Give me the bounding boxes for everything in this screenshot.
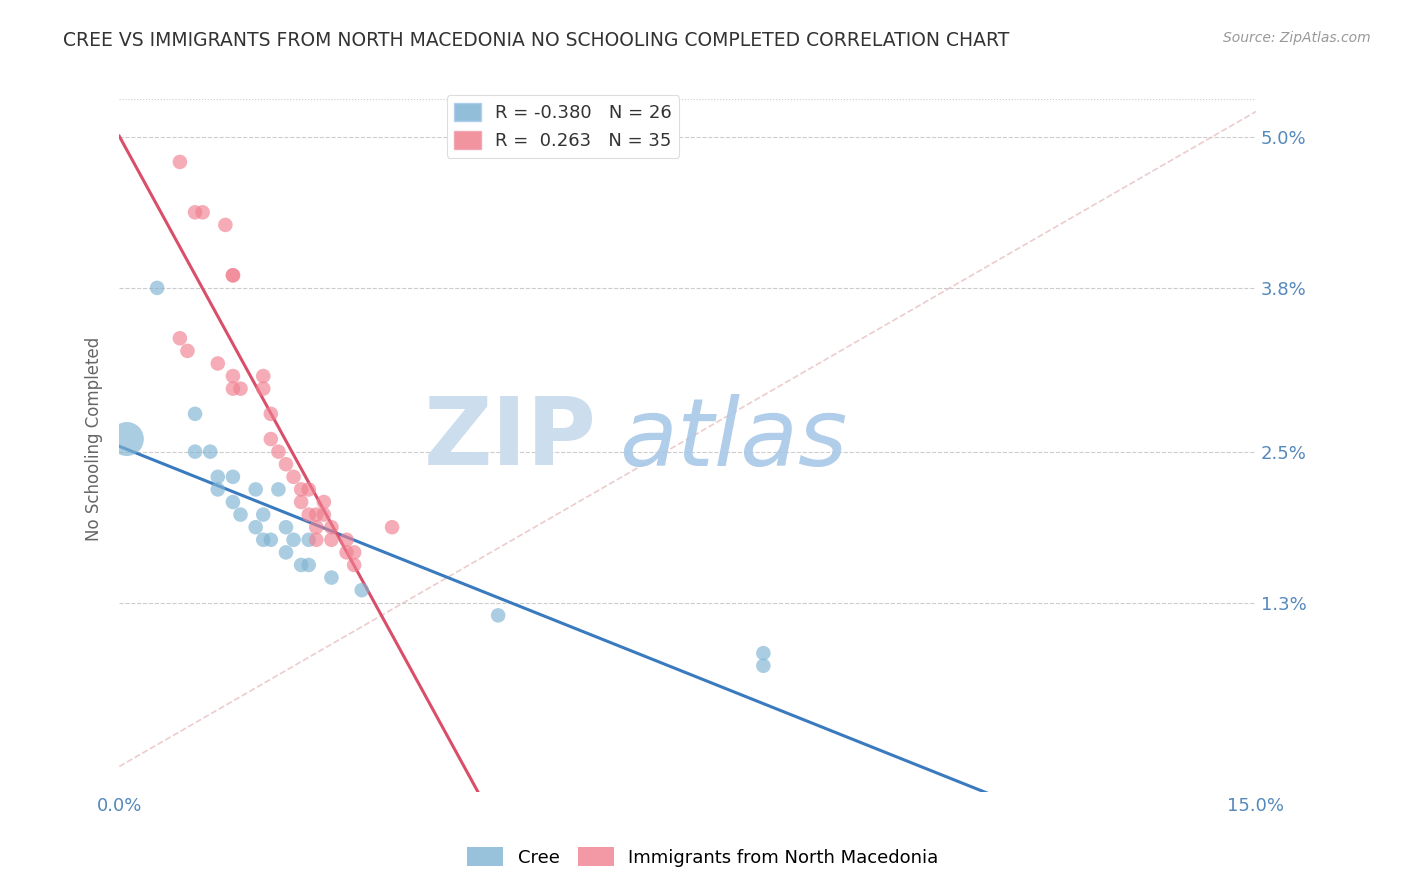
Point [191, 205, 214, 219]
Point [752, 658, 775, 673]
Point [298, 558, 321, 572]
Legend: R = -0.380   N = 26, R =  0.263   N = 35: R = -0.380 N = 26, R = 0.263 N = 35 [447, 95, 679, 158]
Point [229, 382, 252, 396]
Point [207, 356, 229, 370]
Point [290, 483, 312, 497]
Point [267, 483, 290, 497]
Point [146, 281, 169, 295]
Point [115, 432, 138, 446]
Text: CREE VS IMMIGRANTS FROM NORTH MACEDONIA NO SCHOOLING COMPLETED CORRELATION CHART: CREE VS IMMIGRANTS FROM NORTH MACEDONIA … [63, 31, 1010, 50]
Point [169, 331, 191, 345]
Point [245, 483, 267, 497]
Point [305, 520, 328, 534]
Point [290, 495, 312, 509]
Point [381, 520, 404, 534]
Point [350, 583, 373, 598]
Point [752, 646, 775, 660]
Point [222, 268, 245, 283]
Point [321, 571, 343, 585]
Point [207, 483, 229, 497]
Point [260, 407, 283, 421]
Point [222, 369, 245, 384]
Point [169, 155, 191, 169]
Point [274, 457, 297, 471]
Point [336, 545, 359, 559]
Point [343, 558, 366, 572]
Point [260, 533, 283, 547]
Point [252, 508, 274, 522]
Point [252, 369, 274, 384]
Point [336, 533, 359, 547]
Point [252, 533, 274, 547]
Point [214, 218, 236, 232]
Point [245, 520, 267, 534]
Point [274, 545, 297, 559]
Point [184, 407, 207, 421]
Point [283, 533, 305, 547]
Point [222, 470, 245, 484]
Point [343, 545, 366, 559]
Point [305, 508, 328, 522]
Point [283, 470, 305, 484]
Point [298, 533, 321, 547]
Point [486, 608, 509, 623]
Point [267, 444, 290, 458]
Point [312, 508, 335, 522]
Point [321, 520, 343, 534]
Text: atlas: atlas [620, 393, 848, 484]
Point [252, 382, 274, 396]
Point [184, 444, 207, 458]
Point [176, 343, 198, 358]
Point [274, 520, 297, 534]
Point [312, 495, 335, 509]
Point [305, 533, 328, 547]
Point [321, 533, 343, 547]
Point [222, 495, 245, 509]
Text: ZIP: ZIP [423, 393, 596, 485]
Point [229, 508, 252, 522]
Point [222, 382, 245, 396]
Point [298, 483, 321, 497]
Text: Source: ZipAtlas.com: Source: ZipAtlas.com [1223, 31, 1371, 45]
Point [207, 470, 229, 484]
Point [222, 268, 245, 283]
Point [260, 432, 283, 446]
Point [290, 558, 312, 572]
Point [298, 508, 321, 522]
Y-axis label: No Schooling Completed: No Schooling Completed [86, 337, 103, 541]
Legend: Cree, Immigrants from North Macedonia: Cree, Immigrants from North Macedonia [460, 840, 946, 874]
Point [200, 444, 222, 458]
Point [184, 205, 207, 219]
